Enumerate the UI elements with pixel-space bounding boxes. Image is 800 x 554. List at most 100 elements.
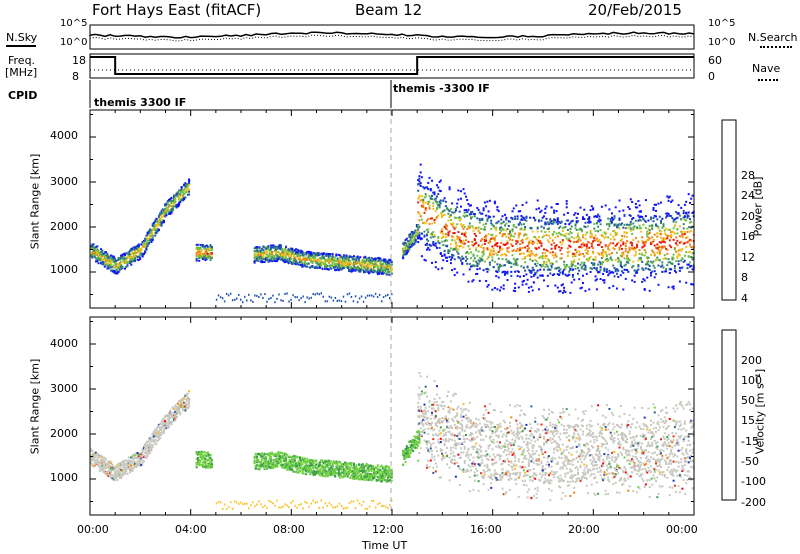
echo-cell	[544, 207, 547, 210]
echo-cell	[495, 222, 498, 225]
echo-cell	[302, 254, 305, 257]
echo-cell	[636, 226, 639, 229]
echo-cell	[468, 268, 471, 271]
echo-cell	[149, 230, 152, 233]
echo-cell	[402, 249, 405, 251]
echo-cell	[661, 247, 664, 249]
echo-cell	[361, 263, 364, 266]
echo-cell	[655, 258, 657, 261]
echo-cell	[107, 263, 110, 266]
echo-cell	[113, 257, 116, 260]
echo-cell	[254, 251, 257, 254]
echo-cell	[381, 259, 384, 262]
echo-cell	[433, 233, 436, 236]
echo-cell	[553, 242, 556, 244]
echo-cell	[91, 252, 94, 255]
echo-cell	[390, 263, 393, 266]
echo-cell	[278, 244, 281, 246]
echo-cell	[612, 230, 615, 233]
echo-cell	[116, 464, 119, 467]
echo-cell	[125, 259, 128, 262]
echo-cell	[139, 258, 142, 260]
echo-cell	[159, 437, 162, 440]
echo-cell	[636, 206, 639, 209]
echo-cell	[281, 250, 284, 253]
echo-cell	[262, 453, 265, 456]
echo-cell	[442, 235, 445, 238]
echo-cell	[546, 285, 549, 288]
velocity-cbar-tick-200: 200	[741, 354, 762, 367]
echo-cell	[111, 258, 114, 260]
echo-cell	[561, 227, 564, 230]
echo-cell	[551, 220, 554, 222]
echo-cell	[427, 188, 430, 191]
echo-cell	[512, 249, 515, 252]
echo-cell	[336, 266, 339, 269]
echo-cell	[519, 243, 522, 246]
echo-cell	[195, 462, 198, 465]
echo-cell	[588, 288, 591, 291]
echo-cell	[155, 429, 158, 432]
echo-cell	[493, 226, 496, 229]
echo-cell	[598, 271, 601, 274]
echo-cell	[540, 225, 543, 228]
echo-cell	[403, 242, 406, 245]
echo-cell	[256, 453, 259, 456]
echo-cell	[166, 421, 169, 424]
echo-cell	[655, 203, 657, 206]
echo-cell	[448, 188, 451, 191]
echo-cell	[507, 246, 510, 249]
echo-cell	[477, 250, 480, 253]
echo-cell	[665, 234, 668, 236]
echo-cell	[170, 411, 173, 414]
echo-cell	[492, 247, 495, 250]
echo-cell	[597, 225, 600, 228]
echo-cell	[319, 266, 321, 269]
echo-cell	[178, 189, 181, 192]
echo-cell	[144, 455, 147, 458]
echo-cell	[365, 267, 368, 270]
echo-cell	[671, 230, 674, 233]
echo-cell	[168, 420, 170, 423]
echo-cell	[433, 235, 436, 238]
echo-cell	[449, 243, 452, 246]
echo-cell	[127, 463, 130, 466]
echo-cell	[318, 293, 320, 296]
echo-cell	[302, 257, 305, 260]
echo-cell	[600, 254, 603, 257]
echo-cell	[111, 265, 114, 268]
echo-cell	[95, 462, 97, 465]
echo-cell	[366, 265, 369, 268]
echo-cell	[685, 251, 688, 254]
echo-cell	[651, 249, 654, 252]
echo-cell	[341, 256, 344, 259]
echo-cell	[349, 269, 352, 272]
echo-cell	[534, 247, 537, 249]
echo-cell	[146, 452, 149, 455]
power-panel-frame	[89, 109, 695, 309]
echo-cell	[325, 254, 328, 257]
echo-cell	[607, 274, 610, 277]
echo-cell	[108, 259, 111, 262]
echo-cell	[677, 253, 680, 256]
echo-cell	[413, 239, 416, 242]
echo-cell	[277, 251, 280, 254]
echo-cell	[295, 252, 298, 255]
echo-cell	[342, 267, 345, 269]
echo-cell	[420, 176, 423, 179]
echo-cell	[638, 252, 641, 255]
echo-cell	[197, 249, 199, 252]
cpid-segment-1: themis 3300 IF	[94, 96, 187, 109]
echo-cell	[353, 264, 355, 267]
echo-cell	[348, 263, 350, 265]
echo-cell	[203, 451, 206, 453]
echo-cell	[147, 450, 150, 453]
echo-cell	[141, 241, 144, 244]
echo-cell	[174, 404, 177, 407]
echo-cell	[417, 237, 420, 240]
echo-cell	[310, 254, 313, 257]
echo-cell	[524, 226, 527, 229]
echo-cell	[137, 457, 140, 460]
echo-cell	[342, 255, 345, 258]
echo-cell	[588, 219, 591, 222]
